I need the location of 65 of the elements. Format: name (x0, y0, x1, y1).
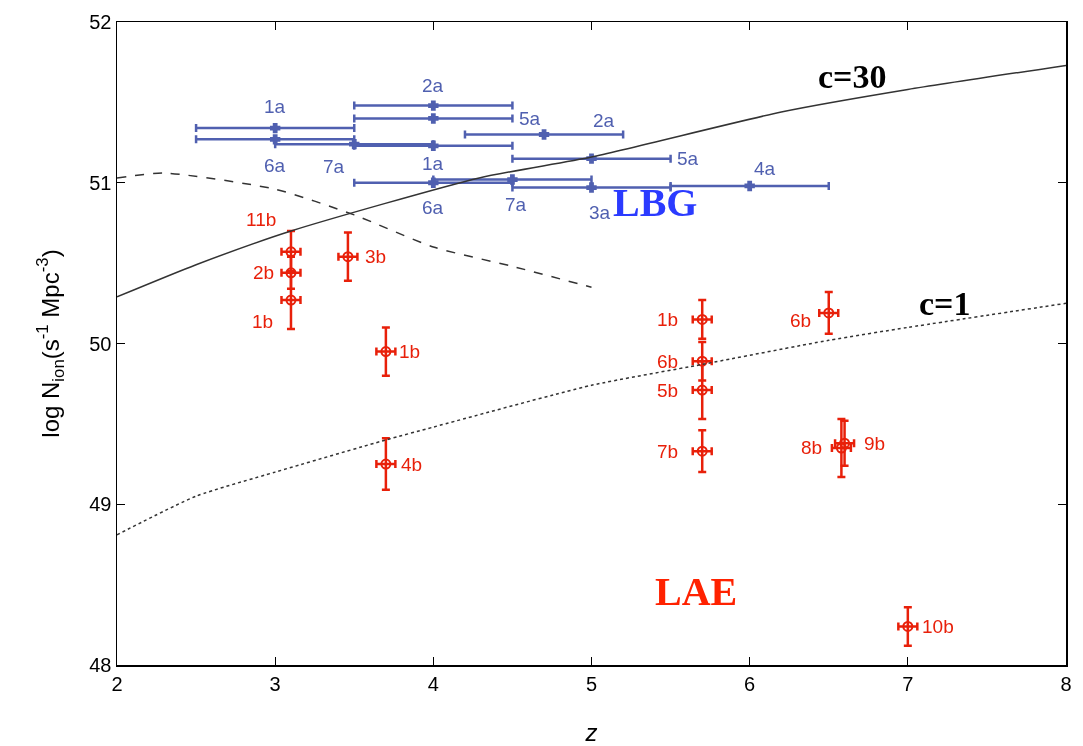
point (744, 180, 755, 192)
y-tick-label: 51 (89, 171, 112, 194)
annotation: 7a (323, 156, 345, 177)
point (696, 445, 708, 457)
point (349, 138, 360, 150)
annotation: 6b (657, 351, 679, 372)
annotation: 11b (246, 209, 277, 230)
annotation: 5b (657, 380, 679, 401)
annotation: c=1 (919, 285, 971, 322)
point (428, 140, 439, 151)
point (428, 177, 439, 188)
point (285, 294, 297, 306)
point (380, 346, 392, 358)
point (428, 100, 439, 111)
point (285, 267, 297, 279)
annotation: 5a (677, 148, 699, 169)
point (428, 113, 439, 124)
annotation: 2b (253, 262, 275, 283)
y-tick-label: 50 (89, 332, 112, 355)
annotation: LBG (613, 180, 698, 225)
point (342, 251, 354, 263)
annotation: c=30 (818, 58, 887, 95)
annotation: 4b (401, 454, 423, 475)
point (696, 313, 708, 325)
x-tick-label: 7 (902, 672, 914, 695)
point (696, 355, 708, 367)
x-tick-label: 2 (111, 672, 123, 695)
annotation: 7a (505, 194, 527, 215)
annotation: 7b (657, 441, 679, 462)
annotation: 6a (422, 197, 444, 218)
point (538, 129, 550, 140)
annotation: 6b (790, 310, 812, 331)
x-axis-title: z (584, 719, 598, 746)
x-tick-label: 8 (1060, 672, 1072, 695)
annotation: 2a (593, 110, 615, 131)
x-tick-label: 4 (427, 672, 439, 695)
annotation: 1b (399, 341, 421, 362)
annotation: 1a (264, 96, 286, 117)
annotation: 9b (864, 433, 886, 454)
x-tick-label: 5 (585, 672, 598, 695)
annotation: 1a (422, 153, 444, 174)
point (696, 384, 708, 396)
annotation: 5a (519, 108, 541, 129)
annotation: 4a (754, 158, 776, 179)
y-tick-label: 52 (89, 11, 112, 33)
y-tick-label: 49 (89, 493, 112, 516)
point (902, 620, 914, 632)
annotation: LAE (655, 569, 738, 614)
point (380, 458, 392, 470)
annotation: 1b (252, 311, 274, 332)
annotation: 8b (801, 437, 823, 458)
point (269, 122, 281, 134)
annotation: 3a (589, 202, 611, 223)
point (586, 182, 597, 193)
annotation: 2a (422, 75, 444, 96)
y-tick-label: 48 (89, 654, 112, 676)
x-tick-label: 6 (744, 672, 756, 695)
annotation: 3b (365, 246, 387, 267)
x-tick-label: 3 (269, 672, 281, 695)
annotation: 1b (657, 309, 679, 330)
annotation: 6a (264, 155, 286, 176)
point (269, 134, 281, 145)
point (507, 174, 518, 185)
annotation: 10b (922, 616, 954, 637)
point (823, 307, 835, 319)
